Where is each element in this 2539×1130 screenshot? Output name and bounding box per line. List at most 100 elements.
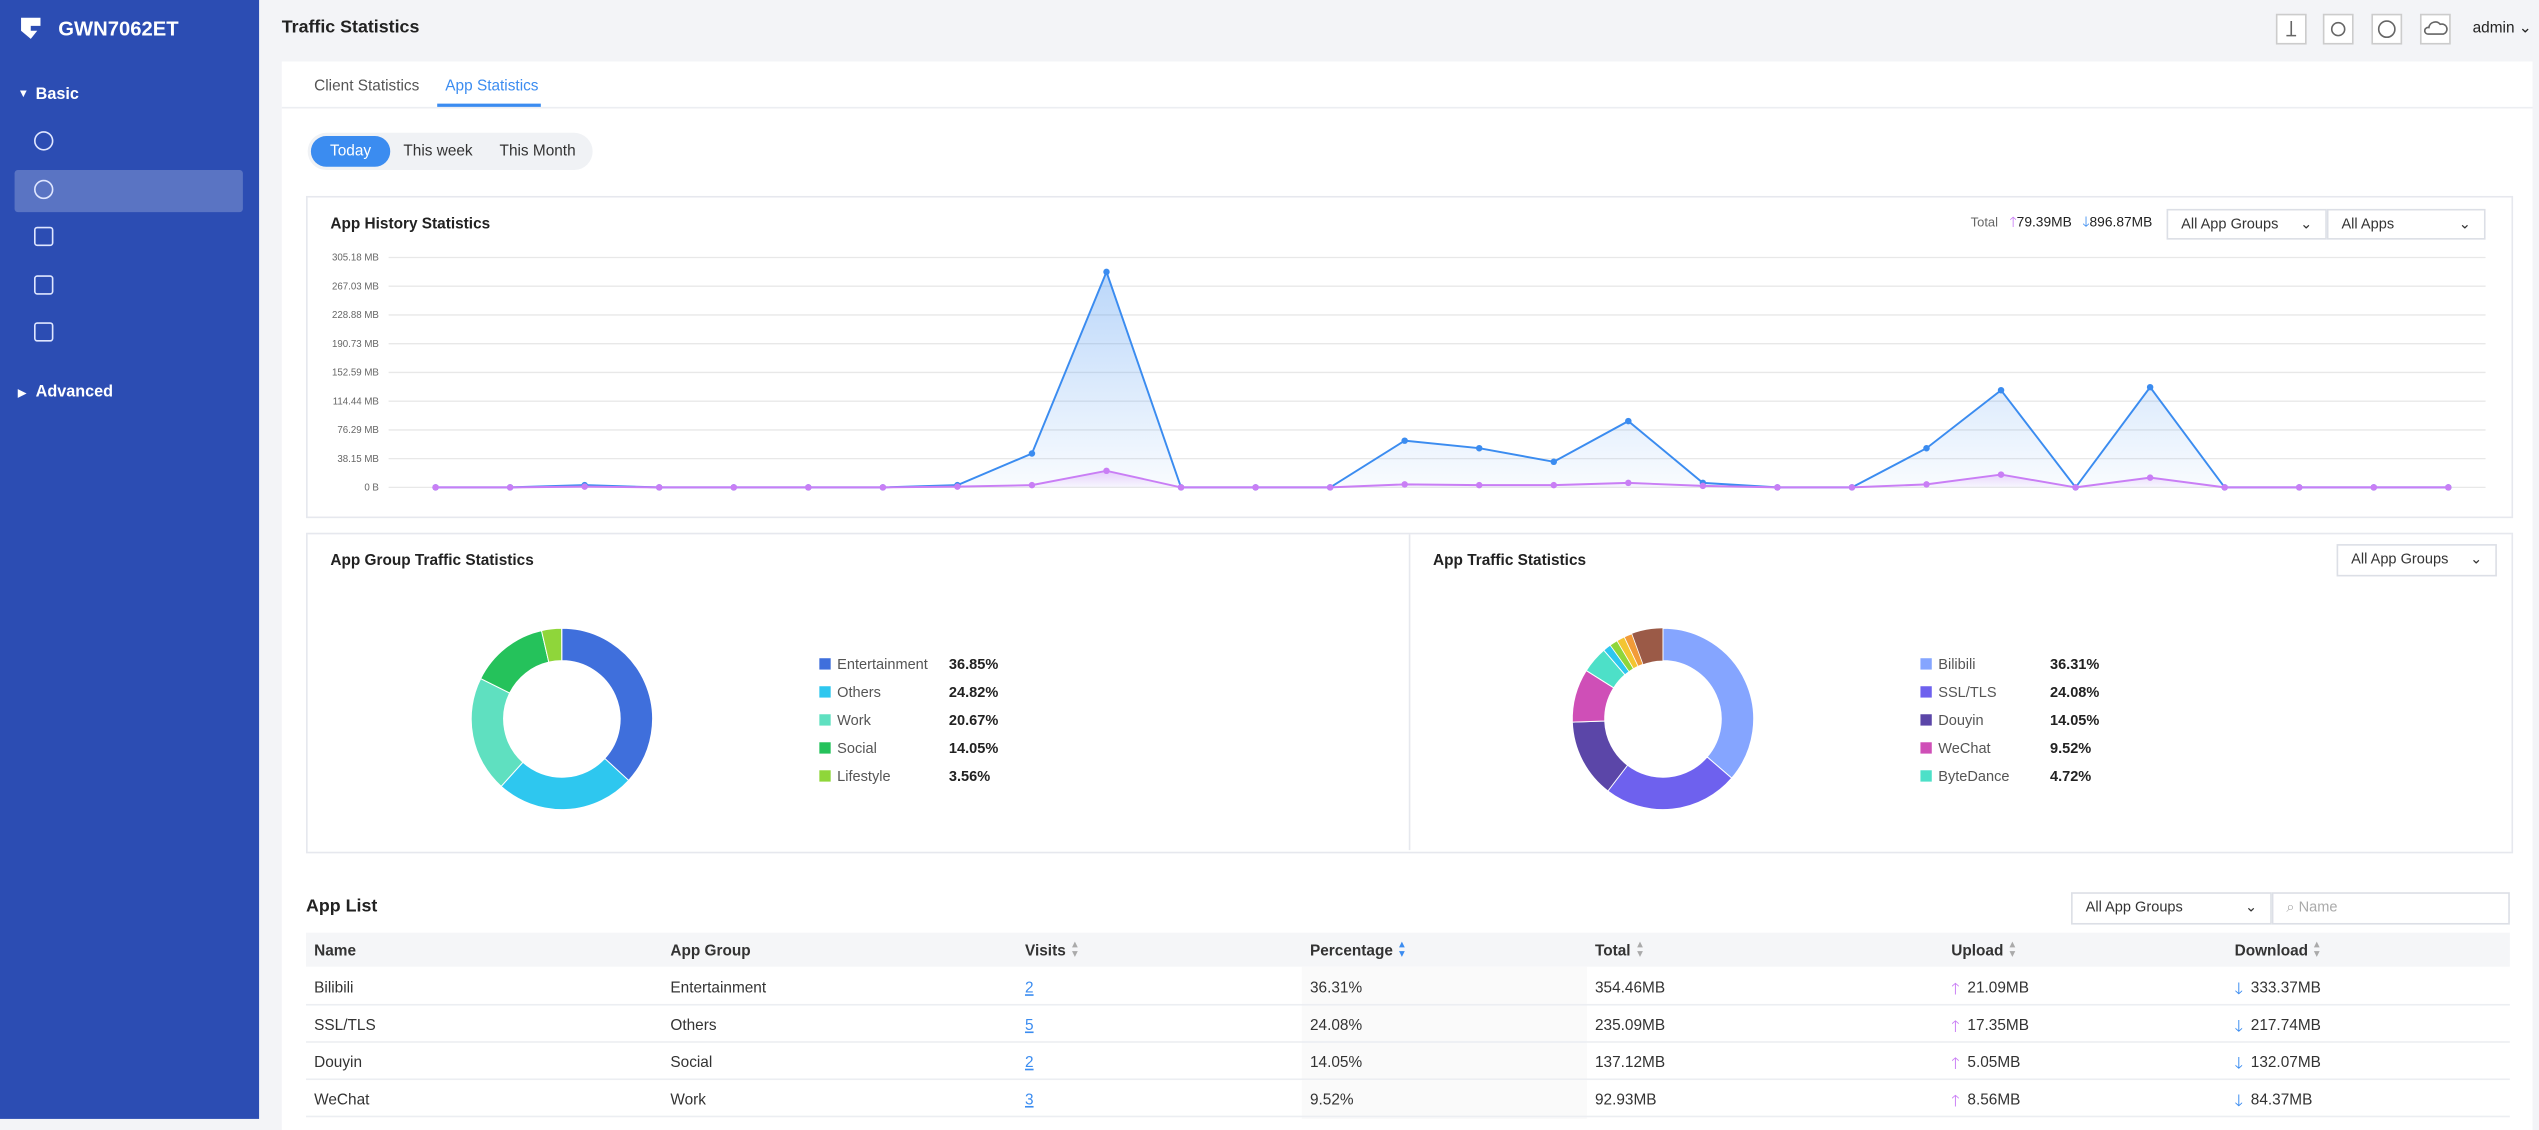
visits-link[interactable]: 2 bbox=[1024, 1054, 1034, 1072]
cell: 21.09MB bbox=[1967, 979, 2029, 998]
sort-icon: ▴ ▾ bbox=[2313, 939, 2320, 961]
download-arrow: 🡓 bbox=[2234, 981, 2244, 1000]
table-filter-text: All App Groups bbox=[2085, 898, 2183, 915]
section-label[interactable]: Basic bbox=[35, 85, 79, 104]
nav-icon bbox=[34, 274, 54, 295]
period-button[interactable]: This Month bbox=[499, 142, 576, 161]
cell: 17.35MB bbox=[1967, 1016, 2029, 1035]
total-label: Total bbox=[1970, 215, 1999, 230]
header-row-bg bbox=[306, 932, 2510, 967]
column-header[interactable]: Upload bbox=[1951, 942, 2004, 961]
nav-icon bbox=[34, 179, 54, 199]
tab-divider bbox=[281, 106, 2533, 109]
group-filter[interactable]: All App Groups ⌄ bbox=[2166, 208, 2327, 240]
cell: 84.37MB bbox=[2250, 1091, 2313, 1110]
cell: Entertainment bbox=[670, 979, 767, 998]
app-table: Name App Group Visits ▴ ▾ Percentage ▴ ▾ Total ▴ ▾… bbox=[306, 932, 2510, 1119]
logo bbox=[21, 17, 41, 39]
chart-title: App History Statistics bbox=[330, 215, 491, 234]
cell: 5.05MB bbox=[1967, 1054, 2021, 1072]
download-arrow: 🡓 bbox=[2234, 1093, 2244, 1111]
app-traffic-filter-text: All App Groups bbox=[2351, 550, 2449, 567]
cell: 14.05% bbox=[1309, 1054, 1363, 1072]
app-traffic-filter[interactable]: All App Groups ⌄ bbox=[2336, 544, 2497, 577]
cell: Work bbox=[670, 1091, 706, 1110]
visits-link[interactable]: 3 bbox=[1024, 1091, 1034, 1110]
chart-title: App Traffic Statistics bbox=[1433, 552, 1587, 570]
sort-icon: ▴ ▾ bbox=[1399, 939, 1405, 961]
section-label[interactable]: Advanced bbox=[35, 383, 114, 402]
sort-icon: ▴ ▾ bbox=[2009, 939, 2016, 961]
download-total-value: 896.87MB bbox=[2089, 213, 2153, 230]
user-menu[interactable]: admin ⌄ bbox=[2472, 19, 2532, 38]
column-header: App Group bbox=[670, 942, 751, 961]
chart-title: App Group Traffic Statistics bbox=[330, 552, 534, 570]
row-line bbox=[306, 1078, 2510, 1081]
row-line bbox=[306, 1041, 2510, 1043]
history-panel bbox=[306, 195, 2514, 519]
upload-arrow: 🡑 bbox=[1951, 1018, 1960, 1037]
period-button[interactable]: This week bbox=[403, 142, 473, 161]
cell: 217.74MB bbox=[2250, 1016, 2321, 1035]
brand: GWN7062ET bbox=[58, 17, 179, 41]
tab[interactable]: App Statistics bbox=[445, 77, 539, 96]
cell: 9.52% bbox=[1309, 1091, 1354, 1110]
cell: Others bbox=[670, 1016, 717, 1035]
cell: 132.07MB bbox=[2250, 1054, 2321, 1072]
cell: WeChat bbox=[314, 1091, 370, 1110]
panel-divider bbox=[1408, 534, 1411, 851]
upload-arrow: 🡑 bbox=[1951, 981, 1960, 1000]
nav-icon bbox=[34, 131, 54, 151]
period-button[interactable]: Today bbox=[310, 136, 391, 167]
cell: Douyin bbox=[314, 1054, 363, 1072]
download-arrow: 🡓 bbox=[2234, 1018, 2244, 1037]
table-filter[interactable]: All App Groups ⌄ bbox=[2071, 892, 2272, 925]
cell: Social bbox=[670, 1054, 713, 1072]
cell: 333.37MB bbox=[2250, 979, 2321, 998]
upload-total: 🡑79.39MB bbox=[2009, 213, 2072, 230]
table-title: App List bbox=[306, 897, 378, 917]
column-header[interactable]: Percentage bbox=[1309, 942, 1393, 961]
toolbar-icons bbox=[2275, 13, 2451, 45]
cell: SSL/TLS bbox=[314, 1016, 376, 1035]
upload-arrow: 🡑 bbox=[1951, 1093, 1960, 1111]
search-box[interactable]: ⌕ Name bbox=[2271, 892, 2510, 925]
app-filter[interactable]: All Apps ⌄ bbox=[2326, 208, 2486, 240]
cell: 8.56MB bbox=[1967, 1091, 2021, 1110]
row-line bbox=[306, 1003, 2510, 1006]
visits-link[interactable]: 2 bbox=[1024, 979, 1034, 998]
cell: 92.93MB bbox=[1594, 1091, 1657, 1110]
cell: 36.31% bbox=[1309, 979, 1363, 998]
cell: 354.46MB bbox=[1594, 979, 1666, 998]
download-arrow: 🡓 bbox=[2234, 1055, 2244, 1074]
sort-icon: ▴ ▾ bbox=[1637, 939, 1643, 961]
app-filter-text: All Apps bbox=[2341, 215, 2395, 232]
page-title: Traffic Statistics bbox=[281, 17, 420, 38]
sidebar: GWN7062ET ▼ Basic ▶ Advanced bbox=[0, 0, 260, 1119]
cell: Bilibili bbox=[314, 979, 354, 998]
sort-icon: ▴ ▾ bbox=[1071, 939, 1078, 961]
cell: 24.08% bbox=[1309, 1016, 1363, 1035]
search-placeholder: Name bbox=[2298, 898, 2338, 915]
upload-arrow: 🡑 bbox=[1951, 1055, 1960, 1074]
tab-underline bbox=[437, 103, 541, 107]
upload-total-value: 79.39MB bbox=[2016, 213, 2072, 230]
column-header[interactable]: Visits bbox=[1024, 942, 1066, 961]
column-header[interactable]: Total bbox=[1594, 942, 1631, 961]
column-header[interactable]: Download bbox=[2234, 942, 2309, 961]
nav-icon bbox=[34, 227, 54, 247]
section-caret: ▼ bbox=[17, 89, 30, 101]
visits-link[interactable]: 5 bbox=[1024, 1016, 1034, 1035]
tab[interactable]: Client Statistics bbox=[314, 77, 420, 96]
column-header: Name bbox=[314, 942, 357, 961]
group-filter-text: All App Groups bbox=[2181, 215, 2279, 232]
section-caret: ▶ bbox=[17, 388, 27, 400]
cell: 137.12MB bbox=[1594, 1054, 1666, 1072]
nav-icon bbox=[34, 322, 54, 343]
row-line bbox=[306, 1115, 2510, 1118]
user-name: admin bbox=[2472, 19, 2515, 38]
cell: 235.09MB bbox=[1594, 1016, 1666, 1035]
download-total: 🡓896.87MB bbox=[2082, 213, 2153, 230]
